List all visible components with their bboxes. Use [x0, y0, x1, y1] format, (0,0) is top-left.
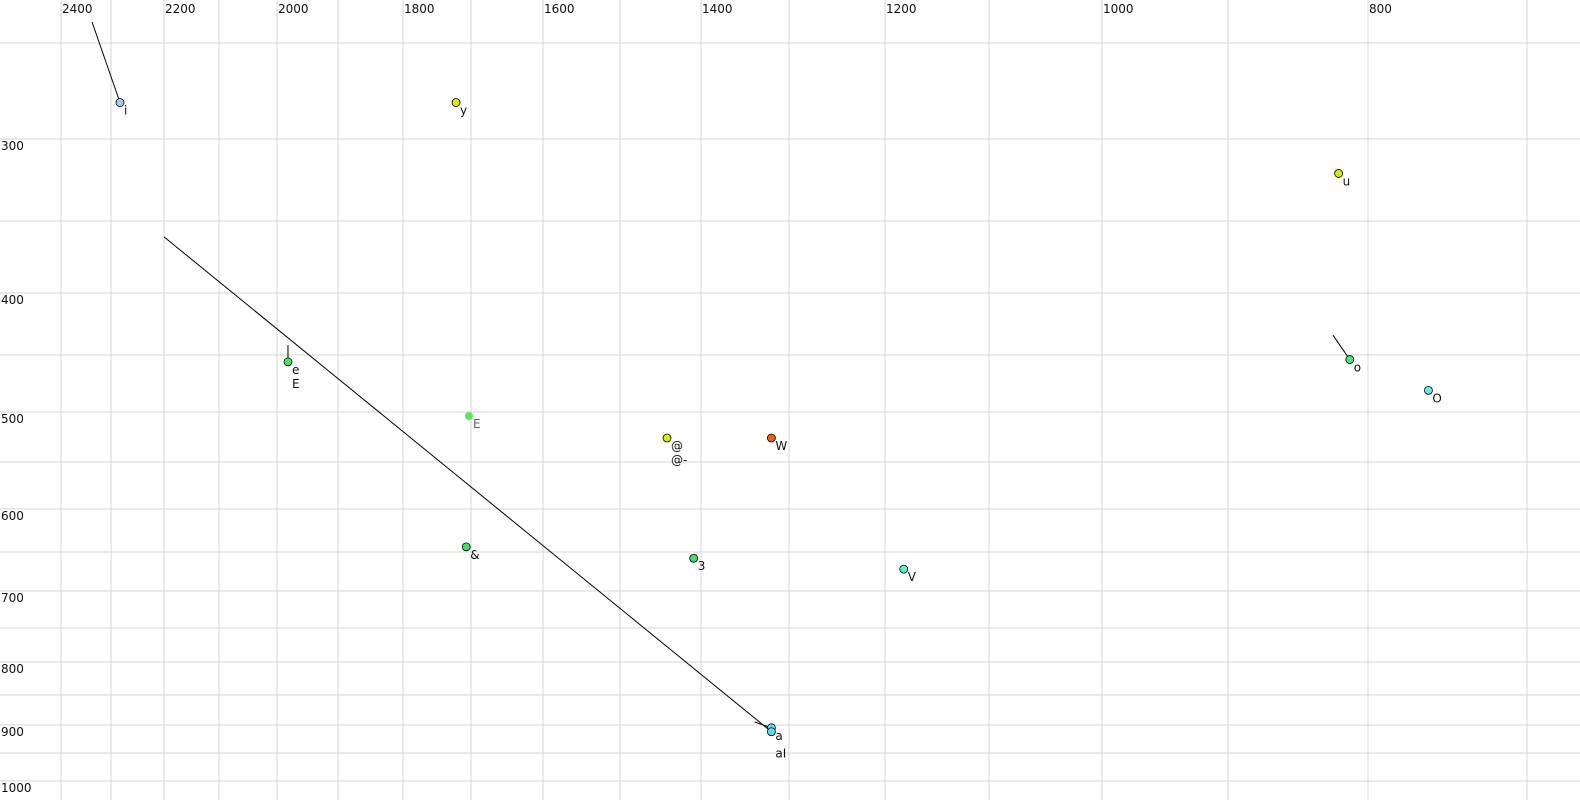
y-tick-label: 1000 [1, 781, 32, 795]
point-label: 3 [698, 559, 706, 573]
x-tick-label: 2000 [278, 2, 309, 16]
data-point [461, 542, 471, 552]
x-tick-label: 1200 [886, 2, 917, 16]
data-point [689, 553, 699, 563]
y-tick-label: 800 [1, 662, 24, 676]
x-tick-label: 2200 [165, 2, 196, 16]
y-tick-label: 700 [1, 591, 24, 605]
data-point [451, 98, 461, 107]
data-point [767, 433, 776, 443]
point-label: a [775, 729, 782, 743]
point-label: @- [671, 453, 687, 467]
y-tick-label: 900 [1, 725, 24, 739]
x-tick-label: 1400 [702, 2, 733, 16]
x-tick-labels: 2400 2200 2000 1800 1600 1400 1200 1000 800 [62, 2, 1392, 16]
point-label: aI [775, 747, 786, 761]
point-label: E [473, 417, 481, 431]
point-label: o [1354, 361, 1361, 375]
data-point [115, 98, 125, 107]
trajectory-line [91, 21, 121, 103]
data-point [464, 412, 473, 420]
data-point [662, 433, 672, 443]
trajectory-line [1332, 334, 1351, 360]
data-point [1334, 169, 1343, 178]
point-label: y [460, 104, 467, 118]
trajectories [91, 21, 1351, 733]
x-tick-label: 2400 [62, 2, 93, 16]
point-label: O [1432, 391, 1441, 405]
x-tick-label: 1000 [1103, 2, 1134, 16]
x-tick-label: 1800 [404, 2, 435, 16]
y-tick-labels: 300 400 500 600 700 800 900 1000 [1, 139, 32, 795]
data-point [767, 727, 776, 737]
x-tick-label: 800 [1369, 2, 1392, 16]
point-label: e [292, 363, 299, 377]
y-tick-label: 500 [1, 412, 24, 426]
point-label: & [470, 548, 479, 562]
point-label: W [775, 439, 787, 453]
data-point [899, 564, 909, 574]
trajectory-line [163, 236, 772, 733]
data-point [283, 357, 293, 367]
data-point [1424, 385, 1433, 395]
y-tick-label: 600 [1, 509, 24, 523]
x-tick-label: 1600 [544, 2, 575, 16]
data-point [1345, 355, 1355, 364]
point-label: E [292, 377, 300, 391]
point-label: @ [671, 439, 683, 453]
point-label: i [124, 104, 127, 118]
point-label: V [908, 570, 917, 584]
y-tick-label: 300 [1, 139, 24, 153]
point-label: u [1343, 174, 1351, 188]
y-tick-label: 400 [1, 293, 24, 307]
